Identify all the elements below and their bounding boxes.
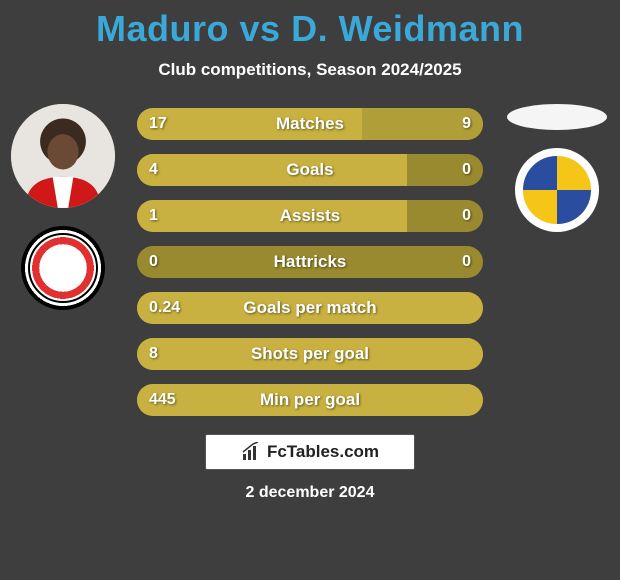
left-player-column — [8, 104, 118, 310]
right-club-badge — [515, 148, 599, 232]
chart-icon — [241, 442, 261, 462]
stat-label: Shots per goal — [137, 338, 483, 370]
stat-row: 40Goals — [137, 154, 483, 186]
right-player-column — [502, 104, 612, 232]
stat-label: Goals — [137, 154, 483, 186]
stat-label: Min per goal — [137, 384, 483, 416]
stat-bars: 179Matches 40Goals 10Assists 00Hattricks 0.2… — [137, 104, 483, 416]
stat-row: 0.24Goals per match — [137, 292, 483, 324]
page-subtitle: Club competitions, Season 2024/2025 — [0, 60, 620, 80]
footer-brand-text: FcTables.com — [267, 442, 379, 462]
rkc-badge-inner — [523, 156, 590, 223]
stat-row: 10Assists — [137, 200, 483, 232]
stat-row: 179Matches — [137, 108, 483, 140]
stat-row: 00Hattricks — [137, 246, 483, 278]
stat-label: Hattricks — [137, 246, 483, 278]
stat-label: Assists — [137, 200, 483, 232]
page-title: Maduro vs D. Weidmann — [0, 0, 620, 50]
right-player-avatar-placeholder — [507, 104, 607, 130]
stat-label: Goals per match — [137, 292, 483, 324]
left-player-avatar — [11, 104, 115, 208]
left-club-badge — [21, 226, 105, 310]
stat-row: 8Shots per goal — [137, 338, 483, 370]
footer-date: 2 december 2024 — [0, 484, 620, 502]
person-icon — [11, 104, 115, 208]
stat-label: Matches — [137, 108, 483, 140]
footer-brand-box: FcTables.com — [205, 434, 415, 470]
stat-row: 445Min per goal — [137, 384, 483, 416]
comparison-content: 179Matches 40Goals 10Assists 00Hattricks 0.2… — [0, 104, 620, 416]
